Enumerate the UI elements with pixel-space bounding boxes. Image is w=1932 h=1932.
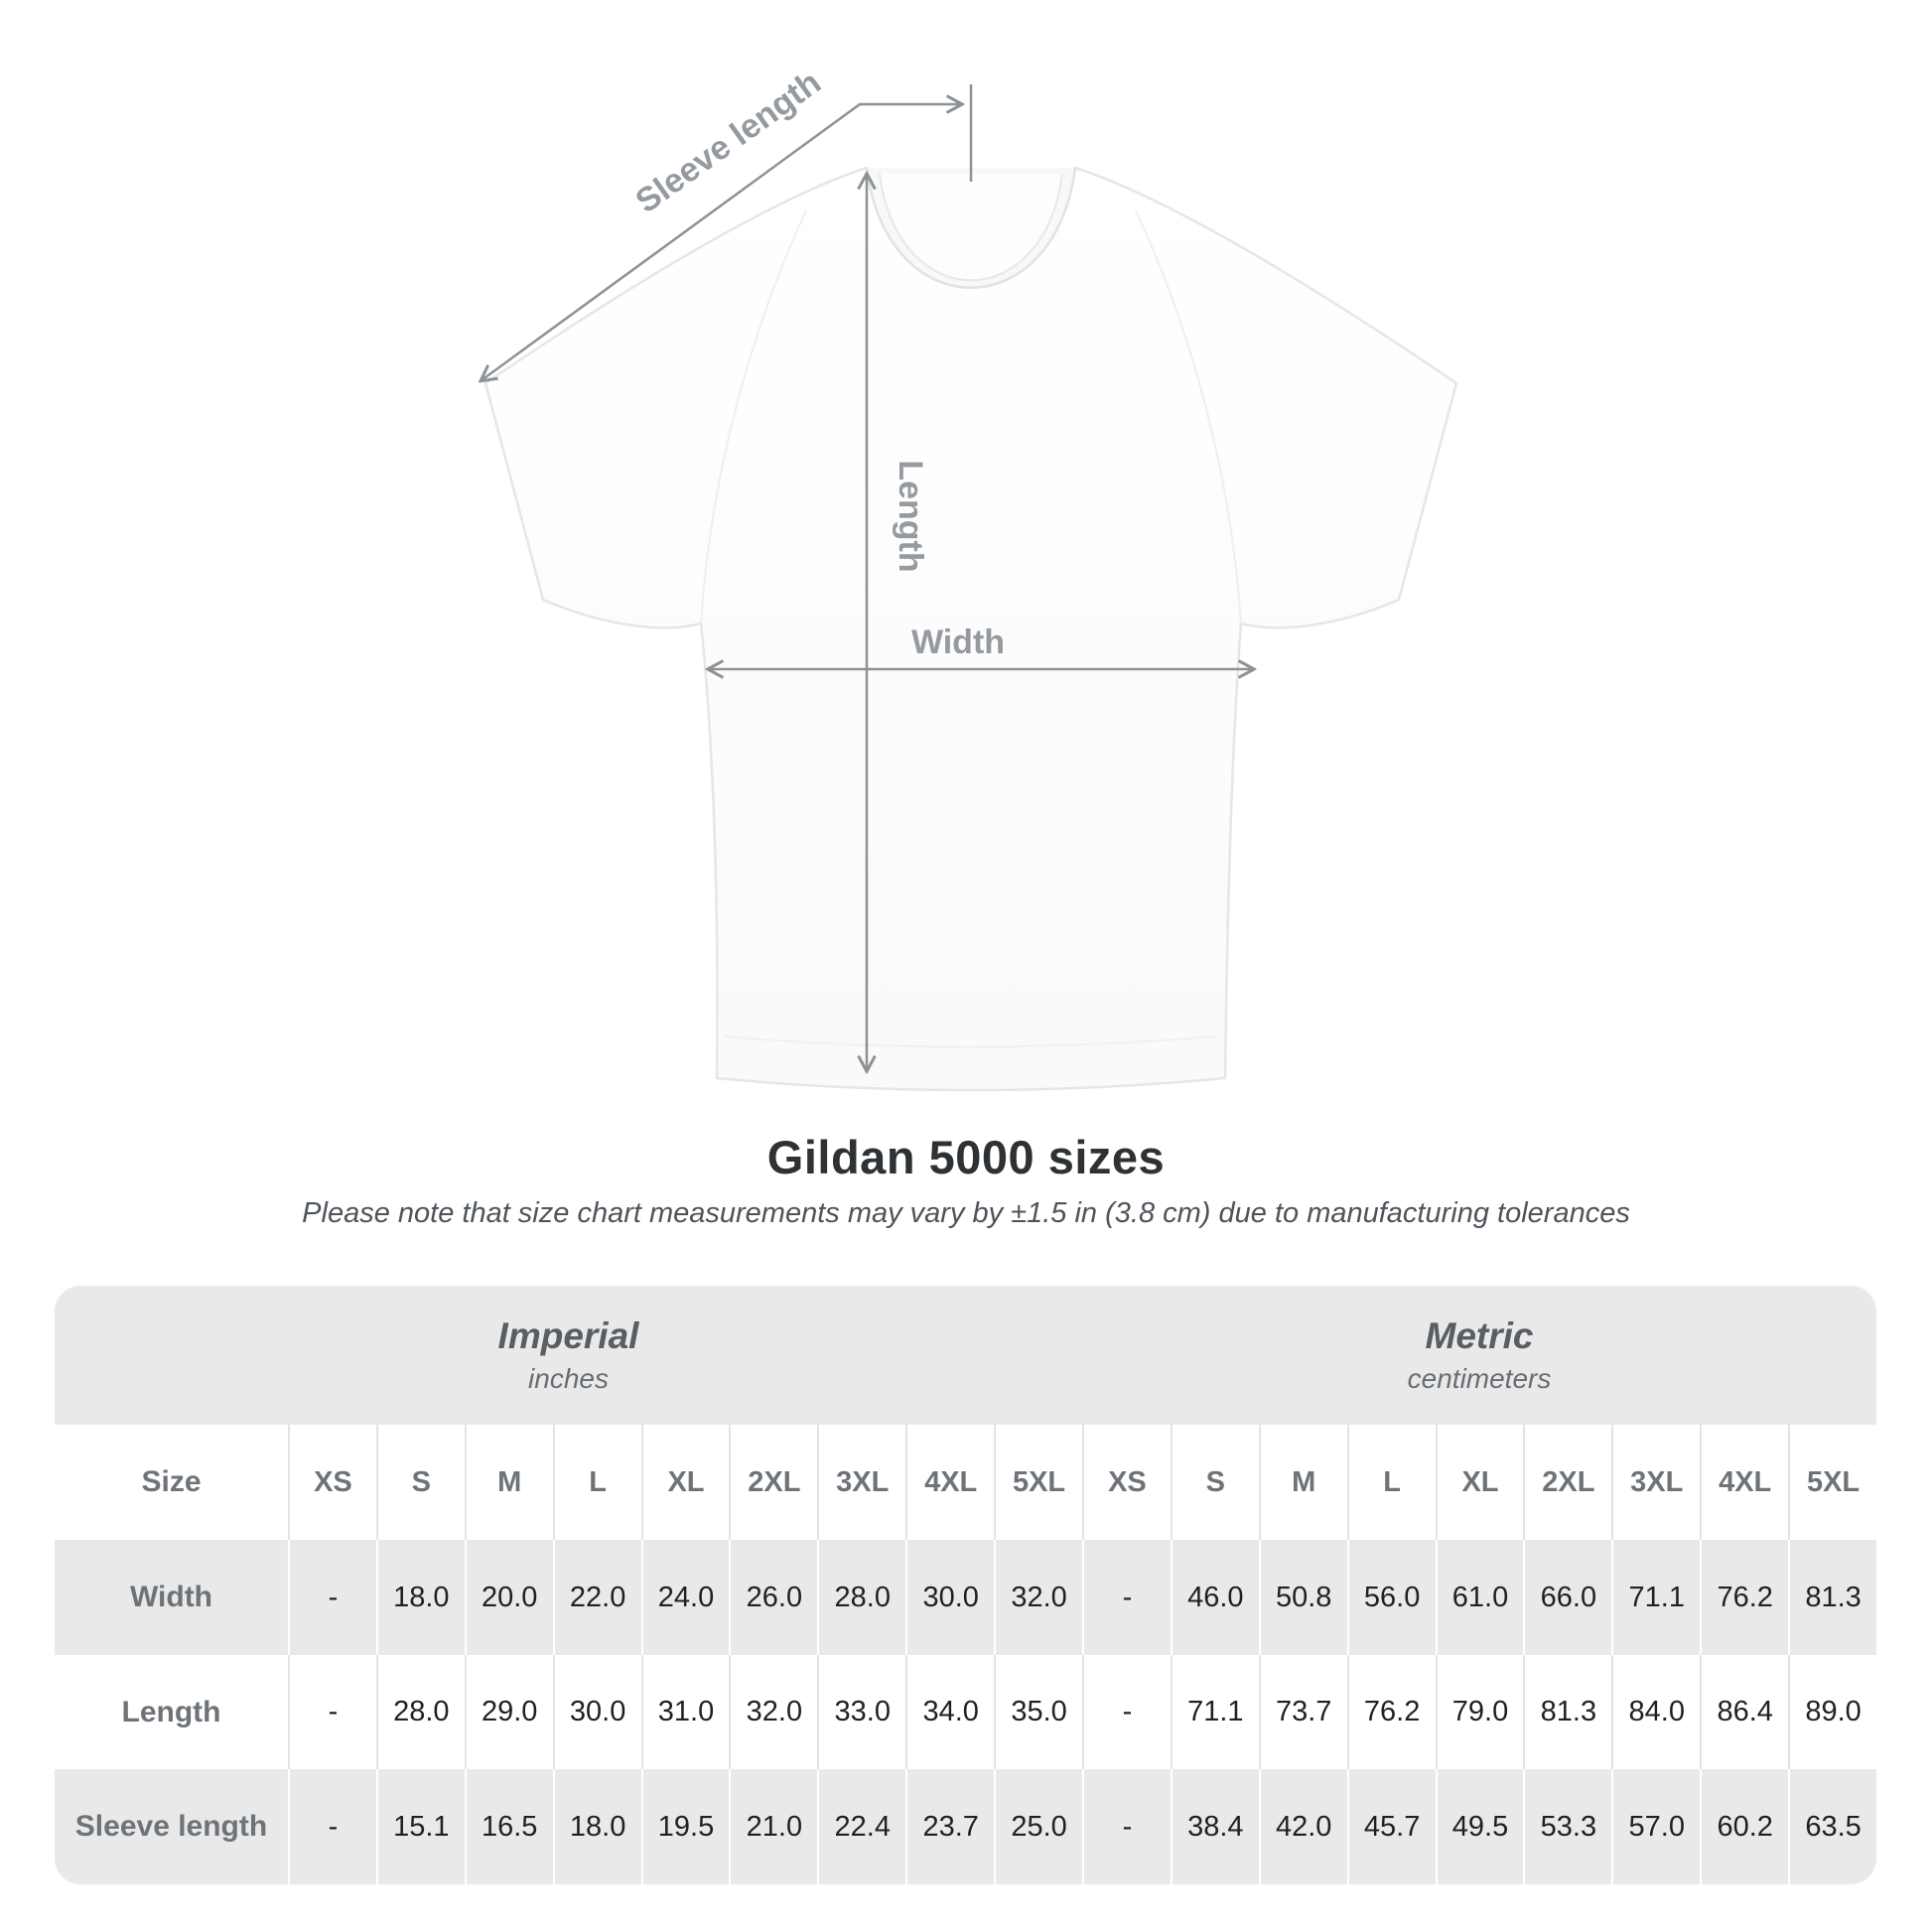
size-col: M	[1258, 1425, 1347, 1540]
value-cell: -	[288, 1540, 376, 1655]
value-cell: 63.5	[1788, 1769, 1876, 1884]
value-cell: 60.2	[1700, 1769, 1788, 1884]
value-cell: 61.0	[1435, 1540, 1524, 1655]
table-row-width: Width - 18.0 20.0 22.0 24.0 26.0 28.0 30…	[55, 1540, 1876, 1655]
size-table: Imperial inches Metric centimeters Size …	[55, 1286, 1876, 1884]
value-cell: 50.8	[1258, 1540, 1347, 1655]
row-label: Length	[121, 1695, 221, 1728]
value-cell: -	[1081, 1769, 1171, 1884]
size-col: XL	[640, 1425, 730, 1540]
value-cell: 21.0	[729, 1769, 817, 1884]
value-cell: -	[1081, 1655, 1171, 1769]
metric-header: Metric centimeters	[1082, 1286, 1876, 1425]
size-col: 3XL	[817, 1425, 905, 1540]
width-label: Width	[911, 623, 1005, 661]
metric-title: Metric	[1425, 1315, 1534, 1356]
page-title: Gildan 5000 sizes	[766, 1131, 1166, 1183]
value-cell: 18.0	[375, 1540, 465, 1655]
value-cell: 76.2	[1700, 1540, 1788, 1655]
value-cell: -	[288, 1769, 376, 1884]
value-cell: 35.0	[994, 1655, 1082, 1769]
length-label: Length	[892, 460, 929, 572]
value-cell: 32.0	[994, 1540, 1082, 1655]
imperial-unit: inches	[528, 1363, 609, 1394]
size-col: XL	[1435, 1425, 1524, 1540]
table-row-sleeve-length: Sleeve length - 15.1 16.5 18.0 19.5 21.0…	[55, 1769, 1876, 1884]
value-cell: 20.0	[464, 1540, 553, 1655]
value-cell: 71.1	[1170, 1655, 1259, 1769]
value-cell: 32.0	[729, 1655, 817, 1769]
value-cell: 15.1	[375, 1769, 465, 1884]
size-col: M	[464, 1425, 553, 1540]
row-label: Width	[129, 1581, 213, 1613]
value-cell: 53.3	[1523, 1769, 1611, 1884]
tolerance-note: Please note that size chart measurements…	[302, 1197, 1630, 1229]
value-cell: 28.0	[375, 1655, 465, 1769]
size-col: XS	[288, 1425, 376, 1540]
size-col: 5XL	[1788, 1425, 1876, 1540]
row-label: Sleeve length	[74, 1810, 268, 1843]
size-col: XS	[1081, 1425, 1171, 1540]
value-cell: 28.0	[817, 1540, 905, 1655]
value-cell: 89.0	[1788, 1655, 1876, 1769]
size-col: L	[1346, 1425, 1436, 1540]
value-cell: 46.0	[1170, 1540, 1259, 1655]
size-col: 4XL	[905, 1425, 994, 1540]
value-cell: 66.0	[1523, 1540, 1611, 1655]
value-cell: 49.5	[1435, 1769, 1524, 1884]
value-cell: 81.3	[1788, 1540, 1876, 1655]
value-cell: 26.0	[729, 1540, 817, 1655]
value-cell: 73.7	[1258, 1655, 1347, 1769]
value-cell: -	[1081, 1540, 1171, 1655]
value-cell: 24.0	[640, 1540, 730, 1655]
value-cell: 86.4	[1700, 1655, 1788, 1769]
metric-unit: centimeters	[1407, 1363, 1552, 1394]
value-cell: 30.0	[905, 1540, 994, 1655]
size-col: L	[552, 1425, 641, 1540]
size-header-row: Size XS S M L XL 2XL 3XL 4XL 5XL XS S M …	[55, 1425, 1876, 1540]
size-col: 3XL	[1611, 1425, 1700, 1540]
size-header-cell: Size	[141, 1465, 202, 1498]
value-cell: 42.0	[1258, 1769, 1347, 1884]
value-cell: 23.7	[905, 1769, 994, 1884]
value-cell: 31.0	[640, 1655, 730, 1769]
value-cell: 71.1	[1611, 1540, 1700, 1655]
imperial-title: Imperial	[497, 1315, 639, 1356]
value-cell: 76.2	[1346, 1655, 1436, 1769]
value-cell: 57.0	[1611, 1769, 1700, 1884]
value-cell: 38.4	[1170, 1769, 1259, 1884]
value-cell: 45.7	[1346, 1769, 1436, 1884]
imperial-header: Imperial inches	[55, 1286, 1082, 1425]
value-cell: 34.0	[905, 1655, 994, 1769]
table-row-length: Length - 28.0 29.0 30.0 31.0 32.0 33.0 3…	[55, 1655, 1876, 1769]
size-col: 2XL	[1523, 1425, 1611, 1540]
value-cell: 79.0	[1435, 1655, 1524, 1769]
value-cell: 81.3	[1523, 1655, 1611, 1769]
size-col: S	[375, 1425, 465, 1540]
value-cell: -	[288, 1655, 376, 1769]
unit-header-band: Imperial inches Metric centimeters	[55, 1286, 1876, 1425]
size-col: S	[1170, 1425, 1259, 1540]
value-cell: 29.0	[464, 1655, 553, 1769]
value-cell: 22.0	[552, 1540, 641, 1655]
size-col: 4XL	[1700, 1425, 1788, 1540]
tshirt-measurement-diagram: Sleeve length Length Width	[0, 64, 1458, 1092]
size-col: 5XL	[994, 1425, 1082, 1540]
value-cell: 18.0	[552, 1769, 641, 1884]
value-cell: 19.5	[640, 1769, 730, 1884]
value-cell: 25.0	[994, 1769, 1082, 1884]
value-cell: 22.4	[817, 1769, 905, 1884]
value-cell: 33.0	[817, 1655, 905, 1769]
sleeve-length-arrow	[482, 104, 961, 380]
value-cell: 84.0	[1611, 1655, 1700, 1769]
value-cell: 30.0	[552, 1655, 641, 1769]
size-col: 2XL	[729, 1425, 817, 1540]
value-cell: 16.5	[464, 1769, 553, 1884]
value-cell: 56.0	[1346, 1540, 1436, 1655]
